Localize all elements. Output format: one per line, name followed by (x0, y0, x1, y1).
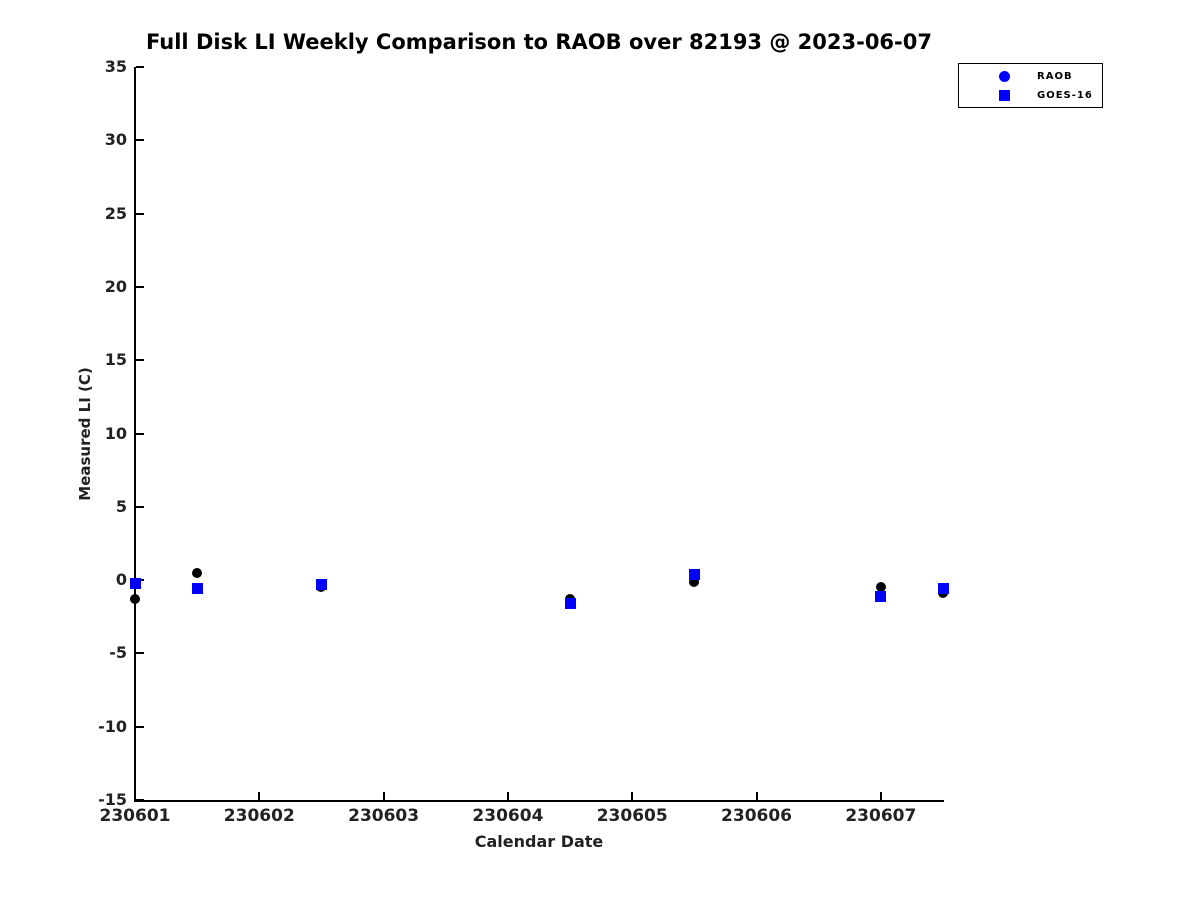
y-tick-label: -15 (98, 790, 127, 809)
data-point-raob (130, 594, 140, 605)
x-axis-tick (258, 792, 261, 800)
y-tick-label: 25 (104, 203, 127, 223)
legend: RAOB GOES-16 (958, 63, 1103, 108)
raob-circle-marker-icon (999, 71, 1010, 82)
y-axis-tick (136, 799, 144, 801)
y-axis-tick (136, 139, 144, 142)
chart-title: Full Disk LI Weekly Comparison to RAOB o… (145, 30, 932, 54)
x-tick-label: 230606 (721, 806, 793, 826)
y-axis-spine (134, 67, 136, 802)
x-tick-label: 230601 (99, 806, 171, 826)
y-tick-label: 20 (104, 276, 127, 296)
x-axis-tick (755, 792, 758, 800)
legend-label-goes-16: GOES-16 (1037, 90, 1093, 101)
x-axis-label: Calendar Date (474, 832, 604, 851)
x-tick-label: 230604 (472, 806, 544, 826)
data-point-goes-16 (875, 590, 887, 602)
y-axis-label: Measured LI (C) (76, 367, 94, 501)
x-axis-tick (879, 792, 882, 800)
y-axis-tick (136, 212, 144, 215)
y-tick-label: 5 (115, 496, 127, 516)
y-tick-label: 10 (104, 423, 127, 443)
x-tick-label: 230602 (223, 806, 295, 826)
goes-16-square-marker-icon (999, 90, 1010, 101)
x-tick-label: 230605 (596, 806, 668, 826)
y-axis-tick (136, 285, 144, 288)
x-tick-label: 230603 (348, 806, 420, 826)
data-point-raob (875, 582, 886, 593)
data-point-goes-16 (191, 583, 203, 595)
y-tick-label: 30 (104, 130, 127, 150)
y-axis-tick (136, 432, 144, 435)
y-axis-tick (136, 66, 144, 68)
data-point-goes-16 (129, 577, 141, 589)
data-point-goes-16 (315, 578, 327, 590)
legend-label-raob: RAOB (1037, 71, 1073, 82)
data-point-goes-16 (688, 568, 700, 580)
y-axis-tick (136, 359, 144, 362)
x-axis-tick (382, 792, 385, 800)
x-tick-label: 230607 (845, 806, 917, 826)
x-axis-tick (506, 792, 509, 800)
legend-item-raob: RAOB (959, 67, 1102, 86)
y-axis-tick (136, 725, 144, 728)
legend-item-goes-16: GOES-16 (959, 86, 1102, 105)
data-point-raob (689, 576, 700, 587)
data-point-goes-16 (564, 598, 576, 610)
x-axis-tick (134, 792, 136, 800)
y-tick-label: 15 (104, 350, 127, 370)
x-axis-tick (631, 792, 634, 800)
y-tick-label: 0 (115, 570, 127, 590)
x-axis-spine (134, 800, 944, 802)
y-tick-label: -5 (109, 643, 127, 663)
data-point-goes-16 (937, 583, 949, 595)
y-tick-label: -10 (98, 716, 127, 736)
y-tick-label: 35 (104, 57, 127, 76)
data-point-raob (192, 567, 203, 578)
y-axis-tick (136, 652, 144, 655)
y-axis-tick (136, 505, 144, 508)
